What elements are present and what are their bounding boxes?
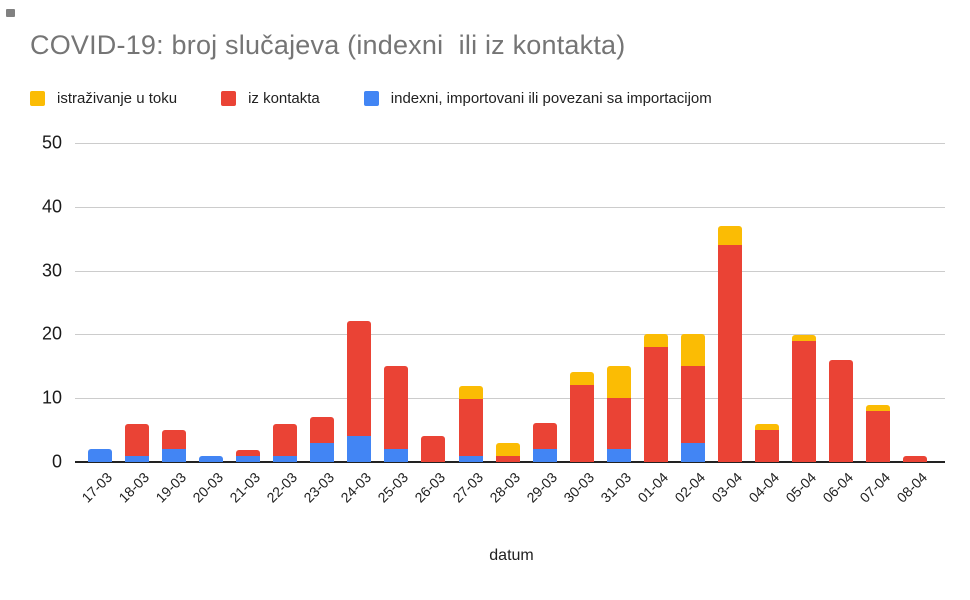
bar-24-03-iz-kontakta[interactable] bbox=[347, 321, 371, 436]
y-tick-label-30: 30 bbox=[41, 260, 62, 281]
bar-24-03-indexni-importovani[interactable] bbox=[347, 436, 371, 462]
bar-02-04-istrazivanje-u-toku[interactable] bbox=[681, 334, 705, 366]
x-tick-label-29-03: 29-03 bbox=[523, 469, 561, 506]
y-tick-label-10: 10 bbox=[41, 387, 62, 408]
chart-title: COVID-19: broj slučajeva (indexni ili iz… bbox=[30, 30, 626, 60]
bar-27-03-istrazivanje-u-toku[interactable] bbox=[459, 386, 483, 399]
legend-label: iz kontakta bbox=[248, 90, 320, 107]
y-tick-label-50: 50 bbox=[41, 132, 62, 153]
bar-03-04-istrazivanje-u-toku[interactable] bbox=[718, 226, 742, 245]
gridline-40 bbox=[75, 206, 945, 208]
bar-21-03-iz-kontakta[interactable] bbox=[236, 450, 260, 456]
bar-06-04-iz-kontakta[interactable] bbox=[829, 360, 853, 462]
bar-19-03-iz-kontakta[interactable] bbox=[162, 430, 186, 449]
legend-item-indexni-importovani: indexni, importovani ili povezani sa imp… bbox=[363, 90, 712, 107]
bar-30-03-iz-kontakta[interactable] bbox=[570, 385, 594, 462]
y-tick-label-20: 20 bbox=[41, 323, 62, 344]
x-tick-label-02-04: 02-04 bbox=[671, 469, 709, 506]
legend-label: indexni, importovani ili povezani sa imp… bbox=[390, 90, 712, 107]
bar-27-03-indexni-importovani[interactable] bbox=[459, 456, 483, 462]
bar-19-03-indexni-importovani[interactable] bbox=[162, 449, 186, 462]
bar-17-03-indexni-importovani[interactable] bbox=[88, 449, 112, 462]
bar-21-03-indexni-importovani[interactable] bbox=[236, 456, 260, 462]
bar-31-03-iz-kontakta[interactable] bbox=[607, 398, 631, 449]
gridline-30 bbox=[75, 270, 945, 272]
bar-18-03-indexni-importovani[interactable] bbox=[125, 456, 149, 462]
legend-label: istraživanje u toku bbox=[57, 90, 178, 107]
bar-02-04-indexni-importovani[interactable] bbox=[681, 443, 705, 462]
legend-swatch-iz-kontakta bbox=[221, 91, 237, 106]
x-tick-label-31-03: 31-03 bbox=[597, 469, 635, 506]
x-tick-label-24-03: 24-03 bbox=[337, 469, 375, 506]
x-axis-title: datum bbox=[489, 547, 534, 564]
bar-04-04-iz-kontakta[interactable] bbox=[755, 430, 779, 462]
bar-02-04-iz-kontakta[interactable] bbox=[681, 366, 705, 443]
x-tick-label-28-03: 28-03 bbox=[486, 469, 524, 506]
x-tick-label-08-04: 08-04 bbox=[893, 469, 931, 506]
x-tick-label-17-03: 17-03 bbox=[78, 469, 116, 506]
gridline-20 bbox=[75, 334, 945, 336]
bar-04-04-istrazivanje-u-toku[interactable] bbox=[755, 424, 779, 430]
bar-18-03-iz-kontakta[interactable] bbox=[125, 424, 149, 456]
x-tick-label-26-03: 26-03 bbox=[411, 469, 449, 506]
legend-swatch-indexni-importovani bbox=[363, 91, 379, 106]
bar-23-03-iz-kontakta[interactable] bbox=[310, 417, 334, 443]
x-tick-label-03-04: 03-04 bbox=[708, 469, 746, 506]
bar-07-04-iz-kontakta[interactable] bbox=[866, 411, 890, 462]
x-tick-label-06-04: 06-04 bbox=[819, 469, 857, 506]
bar-23-03-indexni-importovani[interactable] bbox=[310, 443, 334, 462]
x-tick-label-30-03: 30-03 bbox=[560, 469, 598, 506]
bar-22-03-iz-kontakta[interactable] bbox=[273, 424, 297, 456]
x-tick-label-05-04: 05-04 bbox=[782, 469, 820, 506]
x-tick-label-27-03: 27-03 bbox=[449, 469, 487, 506]
bar-05-04-iz-kontakta[interactable] bbox=[792, 341, 816, 462]
bar-01-04-istrazivanje-u-toku[interactable] bbox=[644, 334, 668, 347]
bar-26-03-iz-kontakta[interactable] bbox=[421, 436, 445, 462]
y-tick-label-40: 40 bbox=[41, 196, 62, 217]
x-tick-label-07-04: 07-04 bbox=[856, 469, 894, 506]
legend-item-istrazivanje-u-toku: istraživanje u toku bbox=[30, 90, 177, 107]
legend-swatch-istrazivanje-u-toku bbox=[30, 91, 45, 106]
bar-28-03-istrazivanje-u-toku[interactable] bbox=[496, 443, 520, 456]
x-tick-label-19-03: 19-03 bbox=[152, 469, 190, 506]
bar-31-03-istrazivanje-u-toku[interactable] bbox=[607, 366, 631, 398]
bar-29-03-iz-kontakta[interactable] bbox=[533, 423, 557, 449]
bar-25-03-indexni-importovani[interactable] bbox=[384, 449, 408, 462]
x-tick-label-21-03: 21-03 bbox=[226, 469, 264, 506]
gridline-50 bbox=[75, 143, 945, 144]
x-axis-line bbox=[75, 461, 945, 463]
x-tick-label-23-03: 23-03 bbox=[300, 469, 338, 506]
bar-05-04-istrazivanje-u-toku[interactable] bbox=[792, 335, 816, 341]
bar-03-04-iz-kontakta[interactable] bbox=[718, 245, 742, 462]
chart-legend: istraživanje u toku iz kontakta indexni, i… bbox=[30, 90, 712, 107]
bar-28-03-iz-kontakta[interactable] bbox=[496, 456, 520, 462]
bar-31-03-indexni-importovani[interactable] bbox=[607, 449, 631, 462]
x-tick-label-01-04: 01-04 bbox=[634, 469, 672, 506]
gridline-10 bbox=[75, 398, 945, 400]
x-tick-label-18-03: 18-03 bbox=[115, 469, 153, 506]
bar-30-03-istrazivanje-u-toku[interactable] bbox=[570, 372, 594, 385]
screen-artifact-speck bbox=[6, 9, 15, 17]
legend-item-iz-kontakta: iz kontakta bbox=[221, 90, 320, 107]
bar-29-03-indexni-importovani[interactable] bbox=[533, 449, 557, 462]
bar-01-04-iz-kontakta[interactable] bbox=[644, 347, 668, 462]
y-tick-label-0: 0 bbox=[51, 451, 62, 472]
x-tick-label-22-03: 22-03 bbox=[263, 469, 301, 506]
bar-08-04-iz-kontakta[interactable] bbox=[903, 456, 927, 462]
bar-27-03-iz-kontakta[interactable] bbox=[459, 399, 483, 456]
bar-25-03-iz-kontakta[interactable] bbox=[384, 366, 408, 449]
bar-20-03-indexni-importovani[interactable] bbox=[199, 456, 223, 462]
x-tick-label-25-03: 25-03 bbox=[374, 469, 412, 506]
x-tick-label-20-03: 20-03 bbox=[189, 469, 227, 506]
bar-07-04-istrazivanje-u-toku[interactable] bbox=[866, 405, 890, 411]
x-tick-label-04-04: 04-04 bbox=[745, 469, 783, 506]
bar-22-03-indexni-importovani[interactable] bbox=[273, 456, 297, 462]
